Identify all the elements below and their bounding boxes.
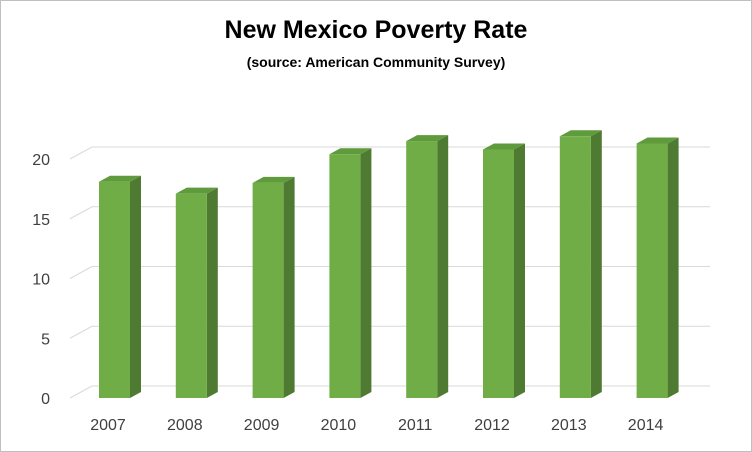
bars <box>99 130 679 399</box>
bar-top-2013 <box>559 130 602 137</box>
bar-2013 <box>559 130 602 399</box>
bar-side-2012 <box>514 143 525 398</box>
bar-side-2013 <box>590 130 602 399</box>
bar-side-2010 <box>360 148 372 398</box>
x-tick-label-2008: 2008 <box>167 417 203 434</box>
bar-2007 <box>99 175 141 398</box>
x-axis-ticks: 2007 2008 2009 2010 2011 2012 2013 2014 <box>90 417 663 434</box>
bar-front-2007 <box>99 181 130 398</box>
y-tick-label-20: 20 <box>32 152 50 169</box>
gridline-10 <box>69 266 710 279</box>
bar-front-2012 <box>483 149 514 398</box>
gridline-0 <box>69 385 710 399</box>
x-tick-label-2014: 2014 <box>628 417 664 434</box>
bar-side-2007 <box>130 175 141 398</box>
bar-front-2010 <box>329 154 361 398</box>
bar-side-2009 <box>283 176 295 398</box>
bar-front-2013 <box>559 136 591 399</box>
bar-2008 <box>175 187 218 398</box>
x-tick-label-2010: 2010 <box>321 417 357 434</box>
x-tick-label-2012: 2012 <box>474 417 510 434</box>
x-tick-label-2009: 2009 <box>244 417 280 434</box>
y-tick-label-0: 0 <box>41 391 50 408</box>
gridline-15 <box>69 206 710 220</box>
bar-top-2008 <box>175 187 218 194</box>
bar-2012 <box>483 143 525 398</box>
bar-front-2014 <box>636 143 668 398</box>
x-tick-label-2011: 2011 <box>398 417 433 434</box>
bar-top-2009 <box>252 176 295 183</box>
bar-top-2012 <box>483 143 525 150</box>
bar-top-2010 <box>329 148 372 155</box>
bar-top-2011 <box>406 135 449 142</box>
y-tick-label-5: 5 <box>41 331 50 348</box>
bar-front-2009 <box>252 182 284 398</box>
gridline-5 <box>69 325 710 339</box>
bar-2010 <box>329 148 372 398</box>
chart-subtitle: (source: American Community Survey) <box>246 54 506 70</box>
bar-side-2014 <box>667 137 679 398</box>
bar-side-2011 <box>437 135 449 398</box>
bar-2014 <box>636 137 679 398</box>
y-axis-ticks: 0 5 10 15 20 <box>32 152 50 408</box>
bar-2011 <box>406 135 449 398</box>
bar-2009 <box>252 176 295 398</box>
x-tick-label-2013: 2013 <box>551 417 587 434</box>
y-tick-label-10: 10 <box>32 272 50 289</box>
bar-front-2011 <box>406 141 438 398</box>
bar-top-2007 <box>99 175 141 182</box>
bar-top-2014 <box>636 137 679 144</box>
x-tick-label-2007: 2007 <box>90 417 126 434</box>
gridlines <box>69 146 710 399</box>
gridline-20 <box>69 146 710 160</box>
y-tick-label-15: 15 <box>32 212 50 229</box>
bar-side-2008 <box>206 187 218 398</box>
chart-title: New Mexico Poverty Rate <box>224 16 528 44</box>
bar-front-2008 <box>175 193 207 398</box>
